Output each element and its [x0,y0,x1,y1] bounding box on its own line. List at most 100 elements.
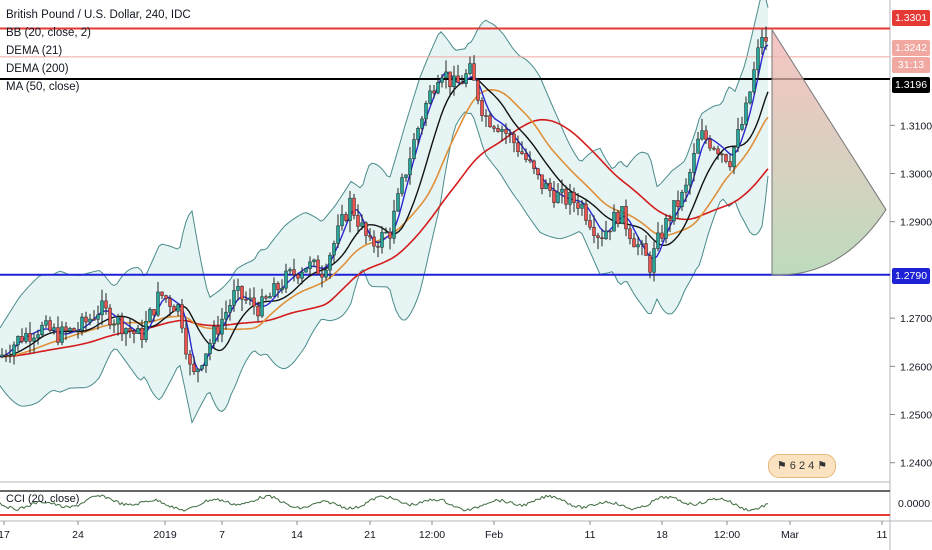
time-tick-label: 11 [877,529,888,541]
candle-body [28,333,32,342]
candle-body [360,222,364,227]
candle-body [244,298,248,301]
candle-body [180,304,184,329]
candle-body [572,191,576,203]
candle-body [200,365,204,370]
candle-body [548,182,552,191]
candle-body [216,326,220,335]
candle-body [284,270,288,289]
candle-body [652,248,656,273]
candle-body [212,326,216,344]
candle-body [744,102,748,125]
candle-body [396,193,400,212]
legend-ma50: MA (50, close) [6,81,80,93]
candle-body [592,226,596,236]
candle-body [444,71,448,79]
candle-body [128,328,132,332]
candle-body [120,316,124,335]
candle-body [408,158,412,176]
candle-body [736,129,740,148]
candle-body [528,159,532,162]
candle-body [544,182,548,190]
candle-body [500,129,504,132]
candle-body [72,328,76,332]
projection-cone[interactable] [771,28,887,276]
candle-body [268,296,272,299]
candle-body [84,316,88,323]
candle-body [220,318,224,335]
candle-body [516,142,520,152]
time-tick-label: 17 [0,529,10,541]
candle-body [0,354,4,357]
candle-body [12,344,16,356]
candle-body [748,91,752,104]
candle-body [568,191,572,205]
candle-body [104,300,108,309]
candle-body [536,168,540,176]
candle-body [32,337,36,342]
candle-body [440,77,444,83]
dema21-line [0,44,769,371]
candle-body [504,129,508,134]
candle-body [48,320,52,331]
cci-zero-label: 0.0000 [898,498,930,510]
candle-body [480,100,484,116]
events-badge[interactable]: ⚑ 6 2 4 ⚑ [768,454,836,478]
candle-body [280,287,284,291]
candle-body [88,318,92,323]
time-tick-label: 12:00 [714,529,740,541]
candle-body [688,172,692,186]
candle-body [156,291,160,316]
candle-body [660,232,664,239]
candle-body [392,210,396,239]
candle-body [308,261,312,269]
candle-body [16,336,20,346]
candle-body [364,222,368,236]
candle-body [132,330,136,334]
candle-body [456,75,460,83]
candle-body [716,148,720,155]
candle-body [116,316,120,325]
time-tick-label: 14 [291,529,303,541]
candle-body [608,230,612,233]
candle-body [172,306,176,312]
chart-legend: British Pound / U.S. Dollar, 240, IDC BB… [6,6,191,96]
bb-basis-line [0,76,769,358]
price-tick-label: 1.2600 [900,361,932,373]
candle-body [672,200,676,222]
candle-body [404,174,408,178]
candle-body [612,211,616,232]
candle-body [496,128,500,132]
candle-body [80,316,84,331]
candle-body [344,214,348,221]
dema200-line [0,88,769,358]
candle-body [24,333,28,342]
candle-body [512,133,516,144]
candle-body [732,147,736,168]
candle-body [624,206,628,230]
candle-body [508,133,512,135]
candle-body [272,283,276,297]
candle-body [288,269,292,272]
candle-body [428,90,432,104]
candle-body [692,153,696,173]
candle-body [368,235,372,238]
candle-body [556,192,560,203]
candle-body [296,274,300,279]
candle-body [524,153,528,160]
cci-line [0,494,769,512]
candle-body [336,225,340,244]
candle-body [300,271,304,279]
candle-body [76,329,80,332]
candle-body [468,63,472,74]
candle-body [124,328,128,335]
cci-legend: CCI (20, close) [6,493,80,505]
price-tick-label: 1.2500 [900,410,932,422]
candle-body [260,296,264,317]
candle-body [648,255,652,273]
candle-body [248,297,252,300]
bollinger-upper-band [0,0,769,329]
candle-body [604,230,608,240]
candle-body [664,218,668,239]
